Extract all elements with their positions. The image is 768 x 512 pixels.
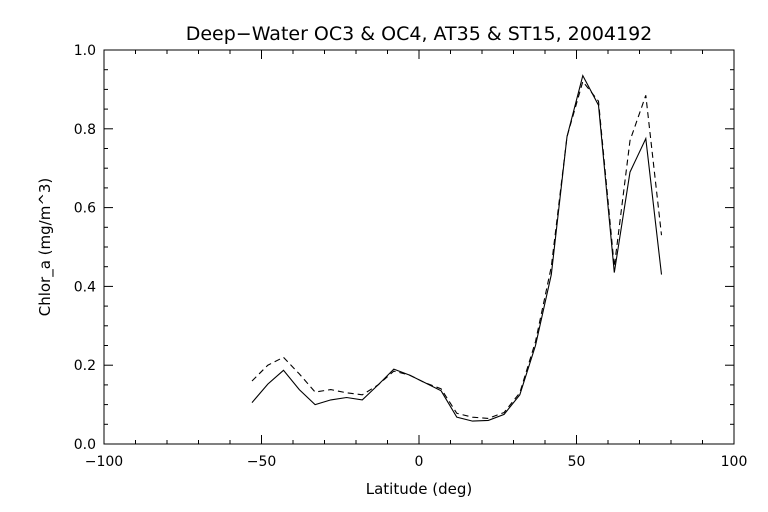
series-line-dashed <box>251 80 663 419</box>
axis-ticks <box>103 49 735 445</box>
y-axis-label: Chlor_a (mg/m^3) <box>36 178 55 317</box>
series-line-solid <box>251 74 663 422</box>
x-tick-label: 50 <box>568 454 586 470</box>
y-tick-label: 1.0 <box>74 43 96 59</box>
y-tick-label: 0.4 <box>74 279 96 295</box>
chart-title: Deep−Water OC3 & OC4, AT35 & ST15, 20041… <box>186 23 653 45</box>
x-tick-label: −100 <box>85 454 123 470</box>
y-tick-label: 0.0 <box>74 437 96 453</box>
y-tick-label: 0.2 <box>74 358 96 374</box>
plot-frame <box>103 49 735 445</box>
x-axis-label: Latitude (deg) <box>366 480 472 498</box>
axis-tick-labels: −100 −50 0 50 100 0.0 0.2 0.4 0.6 0.8 1.0 <box>74 43 748 470</box>
x-tick-label: 0 <box>415 454 424 470</box>
series-group <box>251 74 663 422</box>
x-tick-label: −50 <box>247 454 277 470</box>
y-tick-label: 0.6 <box>74 201 96 217</box>
y-tick-label: 0.8 <box>74 122 96 138</box>
x-tick-label: 100 <box>721 454 748 470</box>
